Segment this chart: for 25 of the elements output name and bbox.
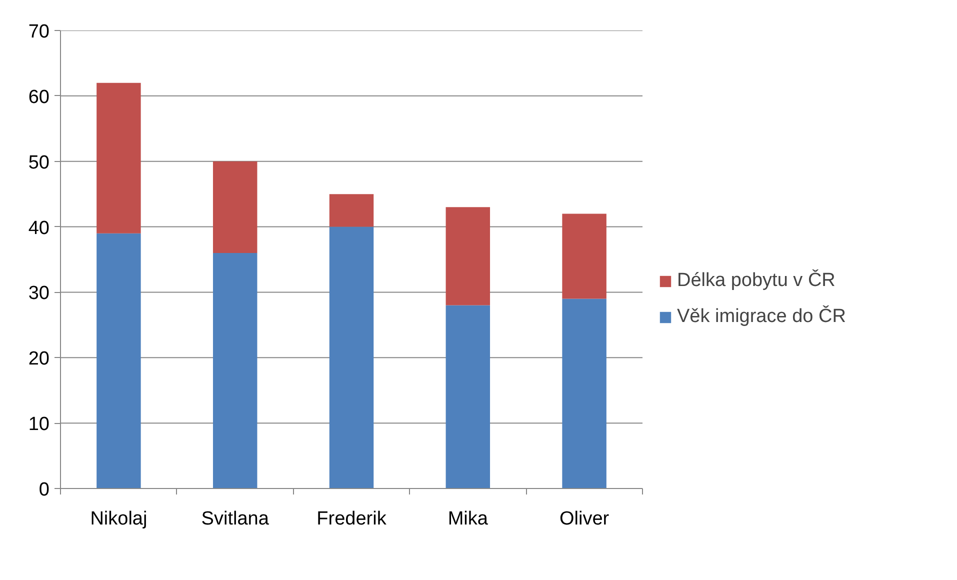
y-tick-label: 0: [38, 480, 50, 500]
bar: [446, 305, 490, 488]
x-tick-label: Svitlana: [201, 508, 270, 530]
bar: [329, 194, 374, 227]
x-tick-label: Oliver: [559, 508, 610, 530]
bar: [329, 226, 374, 488]
x-tick-label: Mika: [448, 508, 488, 530]
bar: [562, 214, 606, 299]
bar: [212, 161, 258, 253]
y-tick-label: 20: [28, 348, 50, 370]
x-tick-label: Nikolaj: [90, 508, 148, 530]
y-tick-label: 70: [28, 22, 50, 42]
y-tick-label: 30: [28, 283, 50, 304]
x-tick-label: Frederik: [316, 508, 387, 530]
y-tick-label: 40: [28, 218, 50, 239]
y-tick-label: 60: [28, 86, 50, 108]
bar: [212, 252, 258, 488]
y-tick-label: 10: [28, 414, 50, 436]
bar: [562, 298, 606, 488]
bar: [96, 82, 141, 234]
legend-label: Věk imigrace do ČR: [677, 306, 846, 328]
legend-label: Délka pobytu v ČR: [677, 270, 836, 292]
bar: [96, 233, 141, 488]
bar: [446, 207, 490, 306]
y-tick-label: 50: [28, 152, 50, 174]
